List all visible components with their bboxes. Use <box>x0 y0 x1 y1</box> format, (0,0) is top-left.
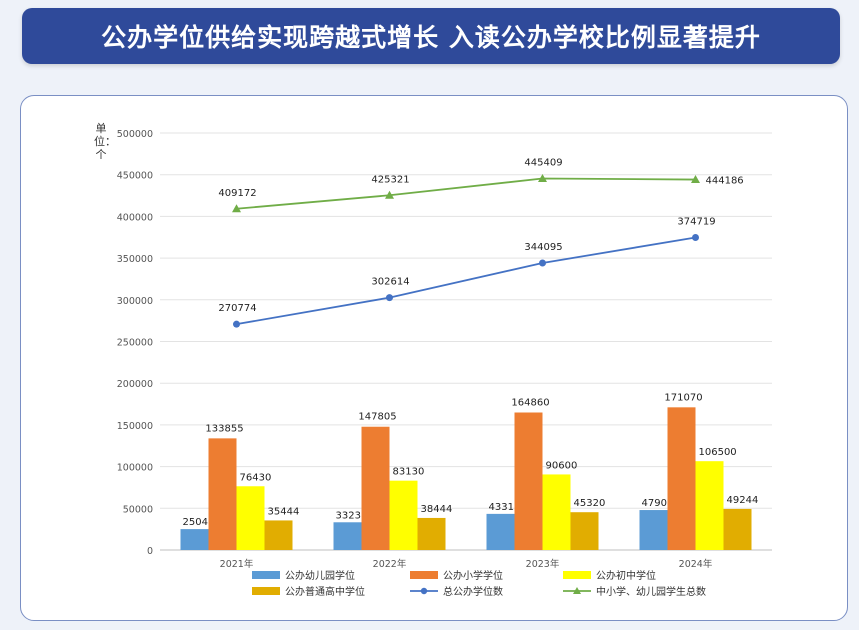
legend-swatch <box>563 571 591 579</box>
bar-data-label: 33235 <box>336 510 368 521</box>
series-line <box>236 177 696 210</box>
bar <box>486 513 515 550</box>
line-data-label: 270774 <box>218 303 256 314</box>
y-tick-label: 450000 <box>117 171 153 182</box>
bar-data-label: 43315 <box>489 502 521 513</box>
legend-label: 公办幼儿园学位 <box>285 569 355 582</box>
bar-data-label: 171070 <box>664 392 702 403</box>
bar-data-label: 106500 <box>699 447 737 458</box>
bar-data-label: 47905 <box>642 498 674 509</box>
bar <box>695 461 724 550</box>
bar <box>333 522 362 550</box>
bar-data-label: 83130 <box>393 467 425 478</box>
bar <box>180 529 209 550</box>
legend-swatch <box>252 571 280 579</box>
line-point <box>692 233 699 241</box>
x-tick-label: 2024年 <box>679 558 713 570</box>
bar-data-label: 25049 <box>183 517 215 528</box>
y-tick-label: 500000 <box>117 129 153 140</box>
line-point <box>386 294 393 302</box>
line-point <box>538 174 547 183</box>
line-data-label: 444186 <box>706 176 744 187</box>
bar <box>208 438 237 550</box>
y-tick-label: 300000 <box>117 296 153 307</box>
bar-data-label: 76430 <box>240 472 272 483</box>
bar <box>639 510 668 550</box>
bar-data-label: 45320 <box>574 498 606 509</box>
legend-swatch <box>410 571 438 579</box>
bar-data-label: 164860 <box>511 398 549 409</box>
legend-label: 中小学、幼儿园学生总数 <box>596 585 706 598</box>
legend-label: 总公办学位数 <box>443 585 503 598</box>
line-point <box>385 190 394 199</box>
bar <box>236 486 265 550</box>
y-tick-label: 250000 <box>117 338 153 349</box>
line-point <box>232 204 241 213</box>
bar <box>514 412 543 550</box>
bar <box>542 474 571 550</box>
page-title-banner: 公办学位供给实现跨越式增长 入读公办学校比例显著提升 <box>22 8 840 64</box>
bar <box>723 508 752 550</box>
legend-marker <box>420 587 428 595</box>
legend-marker <box>573 587 581 594</box>
bar-data-label: 90600 <box>546 460 578 471</box>
y-tick-label: 150000 <box>117 421 153 432</box>
line-data-label: 302614 <box>371 277 409 288</box>
bar <box>389 480 418 550</box>
legend-label: 公办普通高中学位 <box>285 585 365 598</box>
y-tick-label: 0 <box>147 546 153 557</box>
legend-label: 公办小学学位 <box>443 569 503 582</box>
line-data-label: 374719 <box>677 216 715 227</box>
bar <box>264 520 293 550</box>
legend-label: 公办初中学位 <box>596 569 656 582</box>
bar <box>667 407 696 550</box>
page-title: 公办学位供给实现跨越式增长 入读公办学校比例显著提升 <box>101 23 761 52</box>
bar-data-label: 38444 <box>421 504 453 515</box>
y-tick-label: 350000 <box>117 254 153 265</box>
bar <box>417 517 446 550</box>
bar-data-label: 147805 <box>358 412 396 423</box>
legend-swatch <box>252 587 280 595</box>
bar <box>570 512 599 550</box>
line-point <box>691 175 700 184</box>
line-point <box>539 259 546 267</box>
y-tick-label: 200000 <box>117 379 153 390</box>
bar-data-label: 35444 <box>268 506 300 517</box>
line-point <box>233 320 240 328</box>
x-tick-label: 2022年 <box>373 558 407 570</box>
line-data-label: 409172 <box>218 188 256 199</box>
bar-data-label: 133855 <box>205 423 243 434</box>
bar <box>361 426 390 550</box>
x-tick-label: 2021年 <box>220 558 254 570</box>
line-data-label: 445409 <box>524 158 562 169</box>
x-tick-label: 2023年 <box>526 558 560 570</box>
line-data-label: 344095 <box>524 242 562 253</box>
bar-data-label: 49244 <box>727 495 759 506</box>
y-tick-label: 100000 <box>117 463 153 474</box>
y-tick-label: 50000 <box>123 504 153 515</box>
line-data-label: 425321 <box>371 174 409 185</box>
series-line <box>236 236 696 326</box>
y-tick-label: 400000 <box>117 212 153 223</box>
